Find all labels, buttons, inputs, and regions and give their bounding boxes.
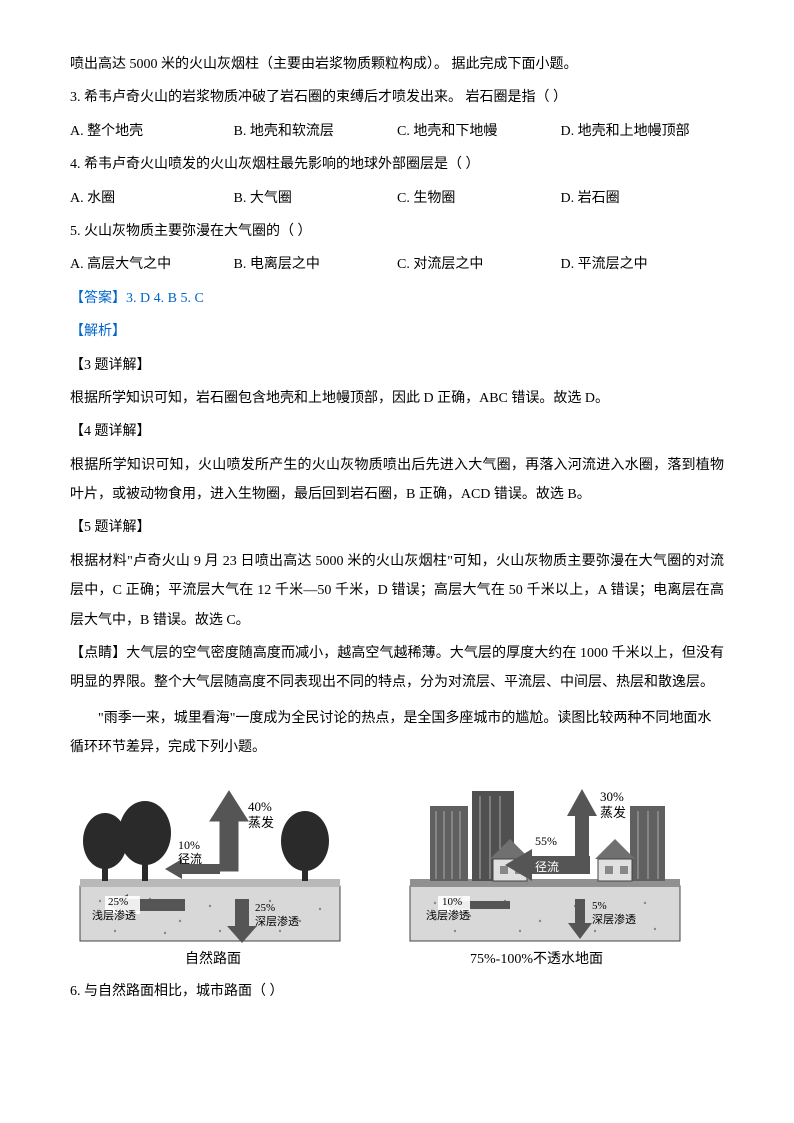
- svg-text:浅层渗透: 浅层渗透: [92, 908, 136, 922]
- q5-opt-d: D. 平流层之中: [561, 250, 725, 279]
- svg-text:径流: 径流: [178, 852, 202, 866]
- context-paragraph: "雨季一来，城里看海"一度成为全民讨论的热点，是全国多座城市的尴尬。读图比较两种…: [70, 704, 724, 763]
- question-3-stem: 3. 希韦卢奇火山的岩浆物质冲破了岩石圈的束缚后才喷发出来。 岩石圈是指（ ）: [70, 83, 724, 112]
- question-4-stem: 4. 希韦卢奇火山喷发的火山灰烟柱最先影响的地球外部圈层是（ ）: [70, 150, 724, 179]
- intro-text: 喷出高达 5000 米的火山灰烟柱（主要由岩浆物质颗粒构成）。 据此完成下面小题…: [70, 50, 724, 79]
- q4-opt-a: A. 水圈: [70, 184, 234, 213]
- svg-text:55%: 55%: [535, 834, 557, 848]
- left-caption: 自然路面: [185, 950, 241, 967]
- q3-opt-a: A. 整个地壳: [70, 117, 234, 146]
- question-4-options: A. 水圈 B. 大气圈 C. 生物圈 D. 岩石圈: [70, 184, 724, 213]
- svg-text:浅层渗透: 浅层渗透: [426, 908, 470, 922]
- detail-5-body: 根据材料"卢奇火山 9 月 23 日喷出高达 5000 米的火山灰烟柱"可知，火…: [70, 547, 724, 635]
- svg-text:40%: 40%: [248, 799, 272, 814]
- q4-opt-b: B. 大气圈: [234, 184, 398, 213]
- question-5-options: A. 高层大气之中 B. 电离层之中 C. 对流层之中 D. 平流层之中: [70, 250, 724, 279]
- svg-text:30%: 30%: [600, 789, 624, 804]
- detail-4-body: 根据所学知识可知，火山喷发所产生的火山灰物质喷出后先进入大气圈，再落入河流进入水…: [70, 451, 724, 510]
- question-3-options: A. 整个地壳 B. 地壳和软流层 C. 地壳和下地幔 D. 地壳和上地幔顶部: [70, 117, 724, 146]
- svg-text:25%: 25%: [108, 896, 128, 908]
- svg-text:径流: 径流: [535, 860, 559, 874]
- question-6-stem: 6. 与自然路面相比，城市路面（ ）: [70, 977, 724, 1006]
- q3-opt-b: B. 地壳和软流层: [234, 117, 398, 146]
- q3-opt-c: C. 地壳和下地幔: [397, 117, 561, 146]
- q4-opt-c: C. 生物圈: [397, 184, 561, 213]
- q5-opt-c: C. 对流层之中: [397, 250, 561, 279]
- svg-text:5%: 5%: [592, 900, 607, 912]
- svg-text:10%: 10%: [178, 838, 200, 852]
- svg-text:蒸发: 蒸发: [248, 815, 274, 830]
- question-5-stem: 5. 火山灰物质主要弥漫在大气圈的（ ）: [70, 217, 724, 246]
- svg-text:25%: 25%: [255, 902, 275, 914]
- right-caption: 75%-100%不透水地面: [470, 951, 603, 967]
- svg-text:10%: 10%: [442, 896, 462, 908]
- svg-text:深层渗透: 深层渗透: [592, 912, 636, 926]
- q5-opt-b: B. 电离层之中: [234, 250, 398, 279]
- diagram-urban-surface: 30% 蒸发 55% 径流 10% 浅层渗透 5% 深层渗透 75%-100%不…: [400, 771, 700, 971]
- q4-opt-d: D. 岩石圈: [561, 184, 725, 213]
- answers: 【答案】3. D 4. B 5. C: [70, 284, 724, 313]
- detail-3-body: 根据所学知识可知，岩石圈包含地壳和上地幔顶部，因此 D 正确，ABC 错误。故选…: [70, 384, 724, 413]
- diagram-row: 40% 蒸发 10% 径流 25% 浅层渗透 25% 深层渗透 自然路面: [70, 771, 724, 971]
- detail-3-header: 【3 题详解】: [70, 351, 724, 380]
- q5-opt-a: A. 高层大气之中: [70, 250, 234, 279]
- svg-text:深层渗透: 深层渗透: [255, 914, 299, 928]
- detail-5-header: 【5 题详解】: [70, 513, 724, 542]
- analysis-header: 【解析】: [70, 317, 724, 346]
- diagram-natural-surface: 40% 蒸发 10% 径流 25% 浅层渗透 25% 深层渗透 自然路面: [70, 771, 360, 971]
- detail-4-header: 【4 题详解】: [70, 417, 724, 446]
- svg-text:蒸发: 蒸发: [600, 805, 626, 820]
- q3-opt-d: D. 地壳和上地幔顶部: [561, 117, 725, 146]
- tip-text: 【点睛】大气层的空气密度随高度而减小，越高空气越稀薄。大气层的厚度大约在 100…: [70, 639, 724, 698]
